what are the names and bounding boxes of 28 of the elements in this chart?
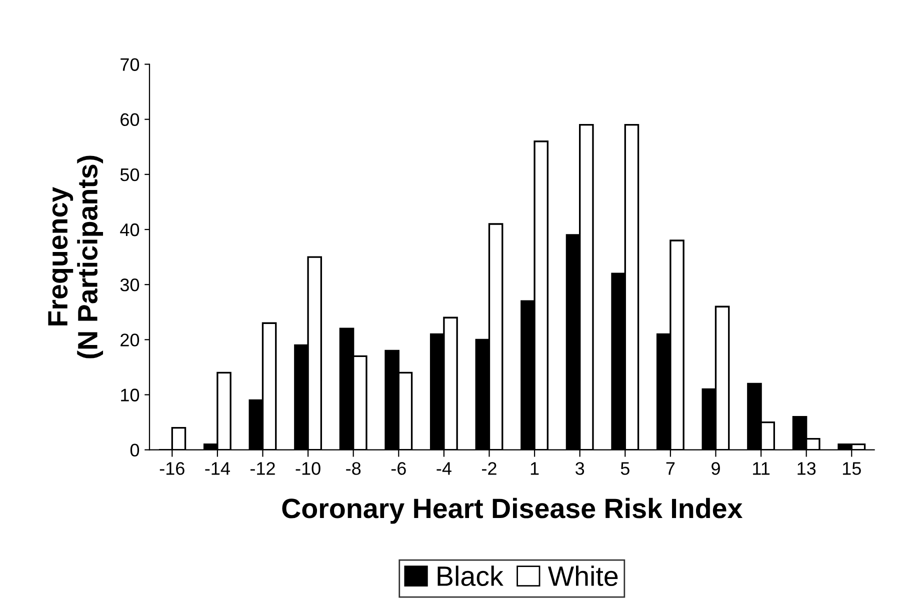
y-tick-label: 60 bbox=[120, 113, 140, 126]
legend-label: Black bbox=[438, 566, 504, 586]
x-tick-label: 3 bbox=[576, 462, 584, 475]
x-tick-label: 9 bbox=[712, 462, 720, 475]
x-tick-label: 5 bbox=[620, 462, 630, 475]
x-tick-label: -16 bbox=[160, 462, 184, 475]
y-tick-label: 10 bbox=[121, 388, 140, 402]
y-tick-label: 40 bbox=[120, 223, 140, 236]
y-tick-label: 30 bbox=[120, 278, 140, 292]
x-tick-label: -14 bbox=[205, 462, 230, 475]
x-tick-label: -6 bbox=[391, 462, 406, 475]
x-tick-label: -10 bbox=[296, 462, 320, 475]
y-tick-label: 0 bbox=[130, 444, 140, 457]
x-tick-label: -12 bbox=[250, 462, 275, 475]
x-tick-label: -8 bbox=[346, 462, 361, 475]
x-tick-label: -4 bbox=[436, 462, 452, 475]
x-tick-label: 13 bbox=[798, 462, 816, 475]
x-tick-label: 1 bbox=[530, 462, 539, 475]
x-tick-label: 15 bbox=[842, 462, 861, 475]
y-tick-label: 70 bbox=[120, 58, 140, 71]
y-tick-label: 20 bbox=[120, 334, 140, 346]
x-tick-label: 11 bbox=[753, 462, 770, 475]
legend-label: White bbox=[548, 566, 618, 586]
y-axis-title: Frequency (N Participants) bbox=[48, 156, 104, 358]
x-axis-title: Coronary Heart Disease Risk Index bbox=[282, 498, 743, 524]
x-tick-label: 7 bbox=[666, 462, 675, 475]
x-tick-label: -2 bbox=[482, 462, 496, 475]
y-tick-label: 50 bbox=[120, 168, 140, 182]
